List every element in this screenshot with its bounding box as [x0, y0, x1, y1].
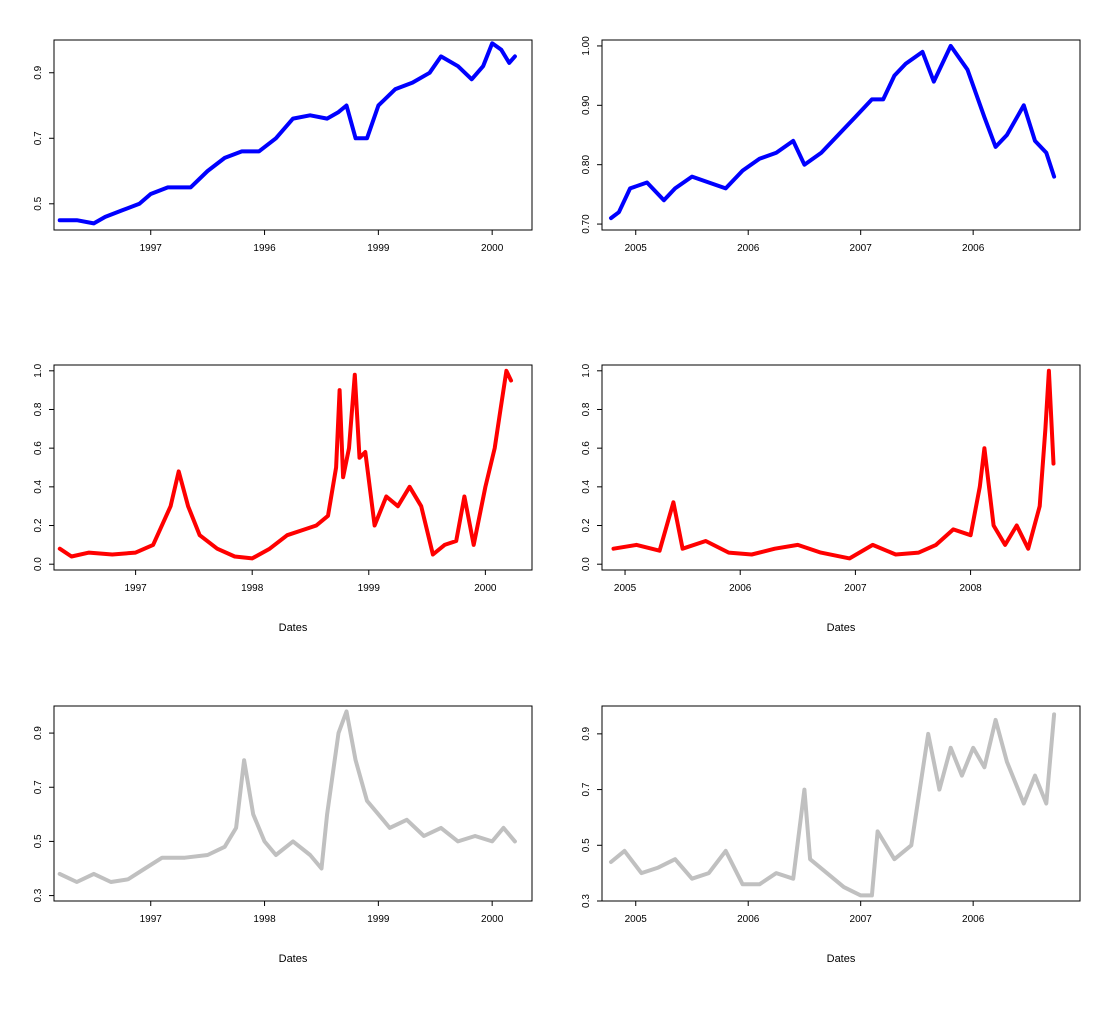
x-tick-label: 2007 — [850, 914, 873, 925]
x-tick-label: 2006 — [729, 583, 752, 594]
series-line — [609, 43, 1057, 221]
chart-p21: 1997 1998 1999 2000 0.0 0.2 0.4 0.6 0.8 1.0 Dates — [33, 363, 533, 634]
x-axis-title: Dates — [827, 953, 856, 965]
y-tick-label: 1.00 — [581, 36, 592, 56]
x-axis-title: Dates — [827, 622, 856, 634]
series-line — [57, 368, 513, 561]
y-tick-label: 0.8 — [581, 402, 592, 416]
y-tick-label: 0.5 — [33, 196, 44, 210]
x-tick-label: 2006 — [737, 914, 760, 925]
y-tick-label: 0.6 — [581, 441, 592, 455]
x-tick-label: 2005 — [625, 914, 648, 925]
x-tick-label: 1999 — [367, 243, 390, 254]
y-tick-label: 0.90 — [581, 95, 592, 115]
x-tick-label: 2005 — [614, 583, 637, 594]
y-tick-label: 0.6 — [33, 441, 44, 455]
series-line — [611, 368, 1056, 561]
x-axis-title: Dates — [279, 953, 308, 965]
x-axis-title: Dates — [279, 622, 308, 634]
plot-frame — [53, 705, 533, 902]
x-tick-label: 1997 — [140, 243, 163, 254]
x-tick-label: 2000 — [474, 583, 497, 594]
y-tick-label: 0.2 — [581, 518, 592, 532]
y-tick-label: 0.7 — [581, 782, 592, 796]
plot-frame — [601, 705, 1081, 902]
y-tick-label: 0.5 — [33, 834, 44, 848]
y-tick-label: 0.0 — [33, 557, 44, 571]
x-tick-label: 1997 — [140, 914, 163, 925]
y-tick-label: 0.2 — [33, 518, 44, 532]
series-line — [57, 709, 517, 884]
x-tick-label: 2000 — [481, 243, 504, 254]
chart-p12: 2005 2006 2007 2006 0.70 0.80 0.90 1.00 — [581, 36, 1081, 254]
plot-frame — [601, 364, 1081, 571]
y-tick-label: 0.9 — [33, 726, 44, 740]
x-tick-label: 2005 — [625, 243, 648, 254]
y-tick-label: 0.4 — [581, 479, 592, 493]
chart-p22: 2005 2006 2007 2008 0.0 0.2 0.4 0.6 0.8 1.0 Dates — [581, 363, 1081, 634]
x-tick-label: 2008 — [959, 583, 982, 594]
x-tick-label: 1996 — [253, 243, 276, 254]
plot-frame — [53, 39, 533, 231]
y-tick-label: 0.3 — [33, 888, 44, 902]
y-tick-label: 1.0 — [33, 363, 44, 377]
y-tick-label: 0.5 — [581, 838, 592, 852]
y-tick-label: 0.0 — [581, 557, 592, 571]
y-tick-label: 0.70 — [581, 214, 592, 234]
x-tick-label: 1997 — [124, 583, 147, 594]
x-tick-label: 1999 — [367, 914, 390, 925]
y-tick-label: 0.9 — [581, 726, 592, 740]
y-tick-label: 0.80 — [581, 155, 592, 175]
y-tick-label: 0.4 — [33, 479, 44, 493]
x-tick-label: 2006 — [962, 243, 985, 254]
x-tick-label: 1999 — [358, 583, 381, 594]
plot-frame — [53, 364, 533, 571]
chart-p11: 1997 1996 1999 2000 0.5 0.7 0.9 — [33, 39, 533, 254]
series-line — [57, 41, 517, 226]
plot-frame — [601, 39, 1081, 231]
chart-p32: 2005 2006 2007 2006 0.3 0.5 0.7 0.9 Dates — [581, 705, 1081, 965]
y-tick-label: 0.8 — [33, 402, 44, 416]
y-tick-label: 0.7 — [33, 780, 44, 794]
y-tick-label: 0.3 — [581, 894, 592, 908]
x-tick-label: 2007 — [844, 583, 867, 594]
series-line — [609, 712, 1057, 898]
x-tick-label: 2000 — [481, 914, 504, 925]
x-tick-label: 2007 — [850, 243, 873, 254]
x-tick-label: 2006 — [737, 243, 760, 254]
y-tick-label: 0.9 — [33, 65, 44, 79]
y-tick-label: 1.0 — [581, 363, 592, 377]
x-tick-label: 2006 — [962, 914, 985, 925]
y-tick-label: 0.7 — [33, 131, 44, 145]
x-tick-label: 1998 — [253, 914, 276, 925]
x-tick-label: 1998 — [241, 583, 264, 594]
chart-p31: 1997 1998 1999 2000 0.3 0.5 0.7 0.9 Dates — [33, 705, 533, 965]
